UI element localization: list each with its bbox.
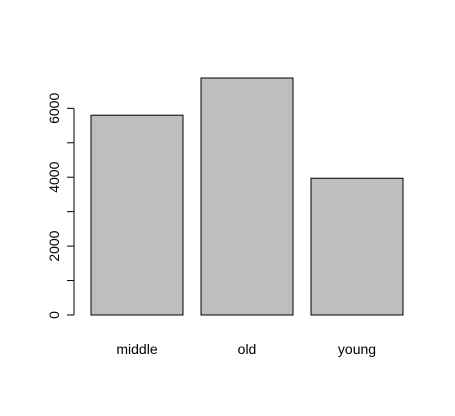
bar-old — [200, 77, 294, 316]
x-axis-labels: middle old young — [116, 341, 376, 357]
y-tick-label: 0 — [46, 311, 62, 319]
y-tick-label: 2000 — [46, 230, 62, 261]
y-tick-label: 4000 — [46, 161, 62, 192]
x-tick-label-middle: middle — [116, 341, 157, 357]
x-tick-label-old: old — [238, 341, 257, 357]
bar-young — [310, 177, 404, 316]
bars — [90, 77, 404, 316]
x-tick-label-young: young — [338, 341, 376, 357]
y-tick-label: 6000 — [46, 93, 62, 124]
bar-middle — [90, 114, 184, 316]
y-axis: 0 2000 4000 6000 — [46, 93, 75, 319]
